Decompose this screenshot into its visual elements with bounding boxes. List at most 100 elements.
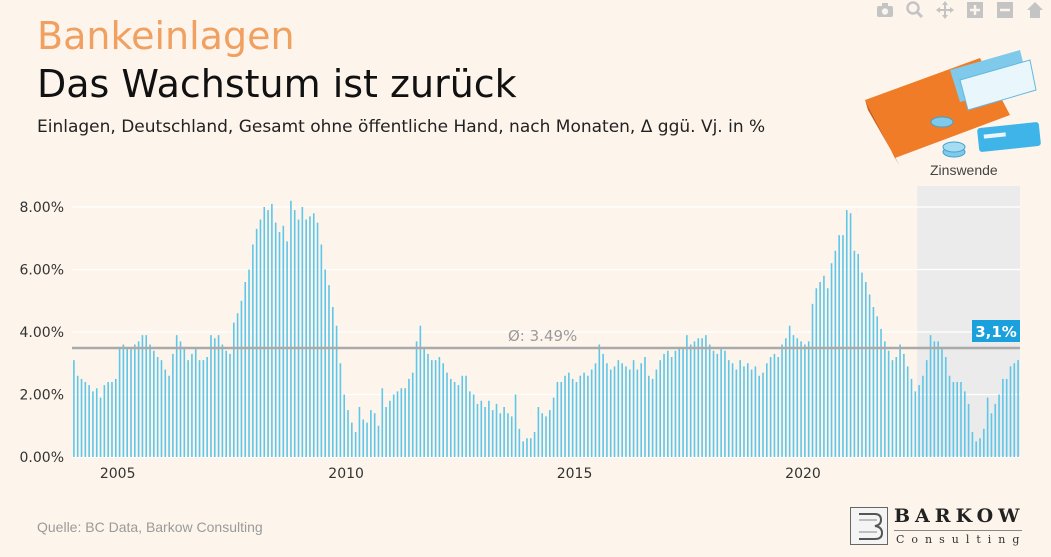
bar[interactable] — [472, 394, 475, 458]
bar[interactable] — [229, 353, 231, 457]
bar[interactable] — [88, 385, 90, 457]
bar[interactable] — [1005, 378, 1008, 457]
bar[interactable] — [876, 316, 879, 457]
bar[interactable] — [484, 407, 486, 457]
bar[interactable] — [537, 407, 540, 457]
bar[interactable] — [522, 441, 524, 457]
bar[interactable] — [385, 407, 387, 457]
bar[interactable] — [80, 378, 83, 457]
bar[interactable] — [290, 200, 292, 457]
bar[interactable] — [865, 282, 867, 457]
bar[interactable] — [194, 347, 197, 457]
pan-icon[interactable] — [935, 0, 955, 20]
bar[interactable] — [240, 300, 243, 457]
camera-icon[interactable] — [875, 0, 895, 20]
bar[interactable] — [998, 394, 1000, 458]
bar[interactable] — [838, 235, 840, 457]
bar[interactable] — [225, 350, 227, 457]
bar[interactable] — [156, 357, 159, 457]
bar[interactable] — [590, 369, 593, 458]
bar[interactable] — [800, 341, 802, 457]
bar[interactable] — [941, 347, 943, 457]
zoom-icon[interactable] — [905, 0, 925, 20]
bar[interactable] — [526, 438, 528, 457]
bar[interactable] — [408, 378, 410, 457]
bar[interactable] — [381, 388, 384, 457]
bar[interactable] — [206, 357, 208, 457]
bar[interactable] — [103, 385, 106, 457]
bar[interactable] — [187, 360, 189, 457]
bar[interactable] — [419, 325, 422, 457]
bar[interactable] — [571, 378, 574, 457]
bar[interactable] — [552, 397, 555, 457]
bar[interactable] — [84, 382, 87, 457]
bar[interactable] — [476, 403, 479, 457]
bar[interactable] — [910, 378, 913, 457]
bar[interactable] — [434, 360, 437, 457]
bar[interactable] — [895, 357, 898, 457]
bar[interactable] — [541, 413, 543, 457]
bar[interactable] — [792, 335, 795, 457]
bar[interactable] — [975, 441, 978, 457]
bar[interactable] — [495, 403, 498, 457]
bar[interactable] — [644, 357, 646, 457]
bar[interactable] — [175, 335, 178, 457]
bar[interactable] — [400, 388, 403, 457]
bar[interactable] — [667, 350, 669, 457]
bar[interactable] — [529, 438, 532, 457]
bar[interactable] — [191, 353, 193, 457]
bar[interactable] — [153, 350, 155, 457]
bar[interactable] — [845, 210, 848, 457]
bar[interactable] — [465, 375, 467, 457]
bar[interactable] — [686, 335, 688, 457]
bar[interactable] — [1017, 360, 1019, 457]
bar[interactable] — [781, 344, 783, 458]
bar[interactable] — [411, 372, 414, 457]
bar[interactable] — [587, 375, 589, 457]
bar[interactable] — [343, 394, 346, 458]
bar[interactable] — [834, 250, 837, 457]
bar[interactable] — [739, 360, 741, 457]
bar[interactable] — [960, 382, 962, 457]
bar[interactable] — [438, 357, 441, 457]
bar[interactable] — [202, 360, 205, 457]
bar[interactable] — [986, 397, 989, 457]
bar[interactable] — [73, 360, 75, 457]
bar[interactable] — [929, 335, 932, 457]
bar[interactable] — [366, 422, 368, 457]
bar[interactable] — [95, 388, 98, 457]
bar[interactable] — [697, 338, 700, 457]
bar[interactable] — [556, 382, 559, 457]
bar[interactable] — [518, 428, 521, 457]
bar[interactable] — [819, 282, 821, 457]
bar[interactable] — [507, 413, 509, 457]
bar[interactable] — [396, 391, 399, 457]
bar[interactable] — [868, 294, 871, 458]
bar[interactable] — [389, 400, 391, 457]
bar[interactable] — [914, 391, 917, 457]
bar[interactable] — [130, 347, 132, 457]
bar[interactable] — [358, 407, 361, 457]
bar[interactable] — [1002, 378, 1004, 457]
bar[interactable] — [331, 307, 334, 457]
bar[interactable] — [762, 372, 764, 457]
bar[interactable] — [446, 372, 448, 457]
bar[interactable] — [743, 366, 745, 457]
bar[interactable] — [423, 347, 425, 457]
bar[interactable] — [469, 391, 471, 457]
bar[interactable] — [351, 422, 353, 457]
bar[interactable] — [450, 378, 452, 457]
bar[interactable] — [575, 382, 578, 457]
bar[interactable] — [267, 210, 269, 457]
bar[interactable] — [773, 353, 776, 457]
bar[interactable] — [766, 363, 768, 457]
bar[interactable] — [491, 410, 494, 457]
bar[interactable] — [621, 363, 623, 457]
bar[interactable] — [248, 269, 250, 458]
bar[interactable] — [640, 363, 642, 457]
bar[interactable] — [160, 360, 163, 457]
bar[interactable] — [701, 338, 703, 457]
bar[interactable] — [842, 235, 844, 457]
bar[interactable] — [568, 372, 570, 457]
bar[interactable] — [533, 432, 536, 457]
